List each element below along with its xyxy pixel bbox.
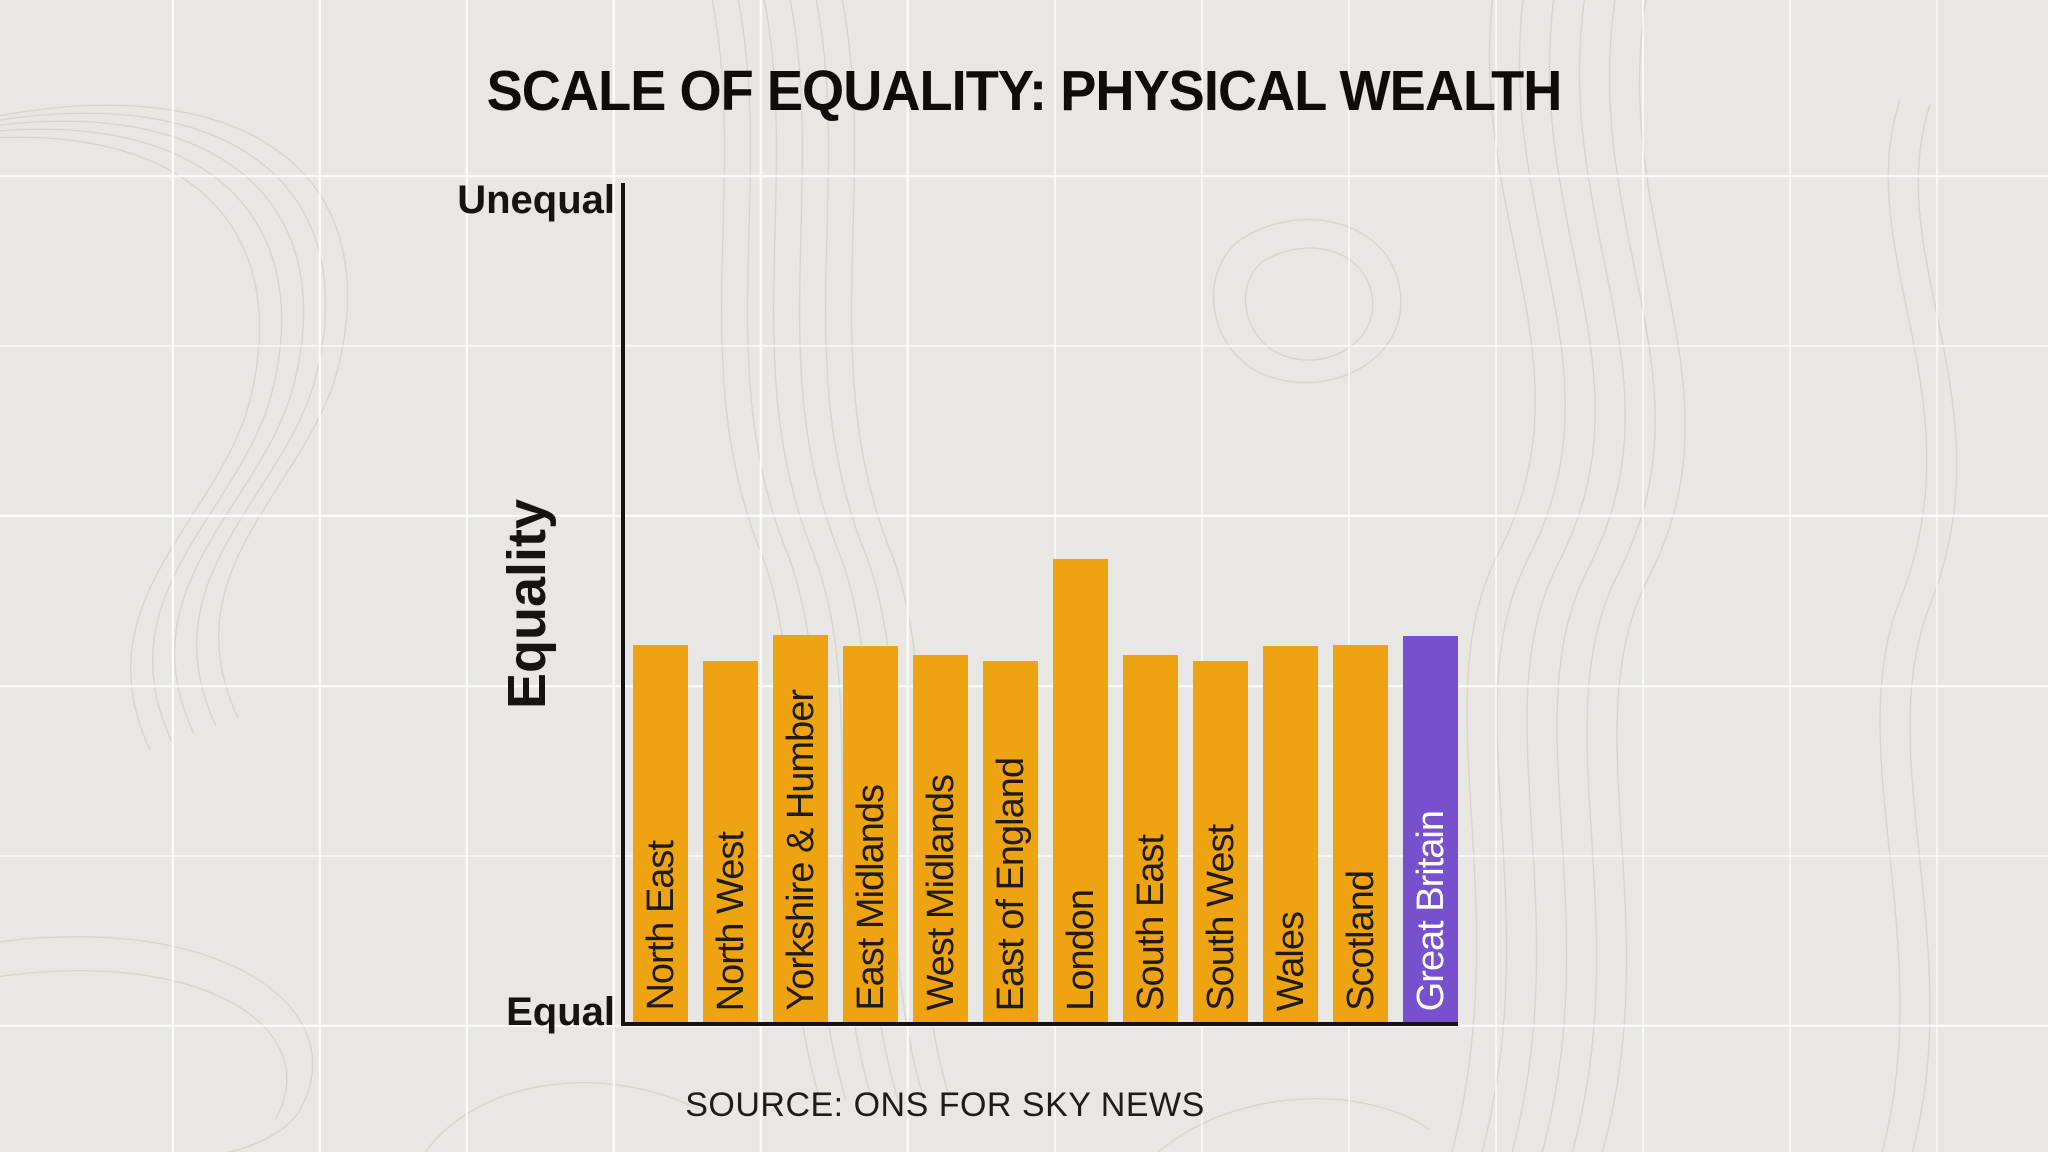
- bar-west-midlands: West Midlands: [913, 655, 968, 1022]
- bar-south-east: South East: [1123, 655, 1178, 1022]
- bar-label: West Midlands: [919, 775, 962, 1011]
- chart-title: SCALE OF EQUALITY: PHYSICAL WEALTH: [486, 59, 1563, 123]
- bar-label: North East: [639, 841, 682, 1011]
- bar-north-east: North East: [633, 645, 688, 1022]
- bar-label: Scotland: [1339, 871, 1382, 1011]
- y-axis-title: Equality: [497, 498, 557, 710]
- bar-label: East of England: [989, 757, 1032, 1011]
- bar-south-west: South West: [1193, 661, 1248, 1022]
- bar-east-midlands: East Midlands: [843, 646, 898, 1022]
- bar-london: London: [1053, 559, 1108, 1022]
- contour-group-right: [1451, 0, 1958, 1152]
- bar-label: Yorkshire & Humber: [779, 690, 822, 1011]
- y-axis-line: [621, 183, 625, 1026]
- bar-label: South East: [1129, 835, 1172, 1011]
- bar-east-of-england: East of England: [983, 661, 1038, 1022]
- bar-label: Great Britain: [1409, 810, 1452, 1011]
- source-caption: SOURCE: ONS FOR SKY NEWS: [685, 1086, 1205, 1124]
- bar-label: Wales: [1269, 911, 1312, 1011]
- bar-yorkshire-humber: Yorkshire & Humber: [773, 635, 828, 1022]
- contour-group-left: [0, 104, 349, 751]
- bar-chart-plot-area: North East North West Yorkshire & Humber Ea…: [623, 185, 1468, 1022]
- y-axis-bottom-label: Equal: [506, 990, 615, 1034]
- bar-scotland: Scotland: [1333, 645, 1388, 1022]
- bar-wales: Wales: [1263, 646, 1318, 1022]
- y-axis-top-label: Unequal: [457, 178, 615, 222]
- bar-label: East Midlands: [849, 785, 892, 1011]
- bar-label: South West: [1199, 825, 1242, 1011]
- bar-north-west: North West: [703, 661, 758, 1022]
- bar-label: North West: [709, 831, 752, 1011]
- bar-label: London: [1059, 890, 1102, 1011]
- bar-great-britain: Great Britain: [1403, 636, 1458, 1022]
- x-axis-line: [621, 1022, 1458, 1026]
